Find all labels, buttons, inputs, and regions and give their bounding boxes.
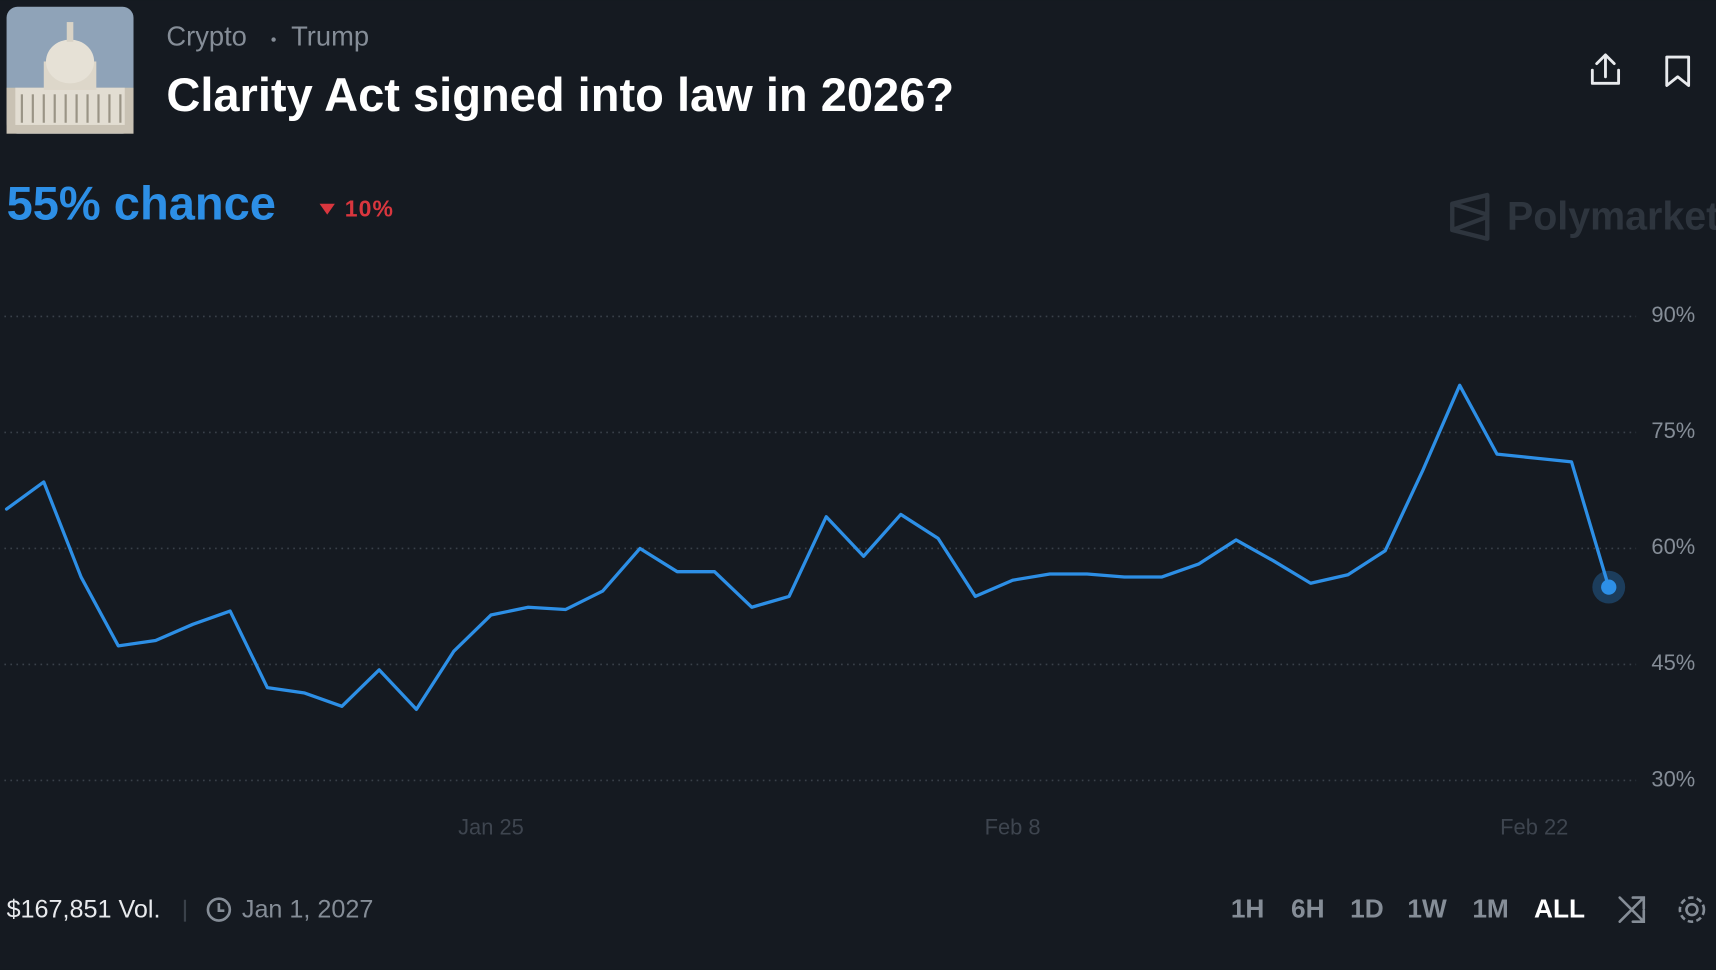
headline: 55% chance <box>7 176 276 229</box>
market-title: Clarity Act signed into law in 2026? <box>166 68 954 121</box>
range-button[interactable]: ALL <box>1534 894 1585 924</box>
price-line <box>4 383 1611 711</box>
x-tick-label: Jan 25 <box>458 814 524 839</box>
x-tick-label: Feb 22 <box>1500 814 1568 839</box>
y-tick-label: 90% <box>1651 302 1695 327</box>
y-tick-label: 60% <box>1651 534 1695 559</box>
change-arrow <box>319 203 335 215</box>
x-tick-label: Feb 8 <box>985 814 1041 839</box>
share-icon[interactable] <box>1590 53 1621 85</box>
end-date: Jan 1, 2027 <box>242 895 373 923</box>
range-button[interactable]: 1D <box>1350 894 1384 924</box>
compare-icon[interactable] <box>1618 896 1646 923</box>
range-button[interactable]: 1M <box>1472 894 1508 924</box>
y-tick-label: 30% <box>1651 766 1695 791</box>
range-button[interactable]: 1H <box>1231 894 1265 924</box>
breadcrumb[interactable]: Crypto <box>166 21 247 52</box>
market-image <box>6 6 134 134</box>
watermark: Polymarket <box>1507 194 1716 238</box>
range-button[interactable]: 6H <box>1291 894 1325 924</box>
y-tick-label: 75% <box>1651 418 1695 443</box>
clock-icon <box>206 897 232 922</box>
y-tick-label: 45% <box>1651 650 1695 675</box>
watermark-icon <box>1450 192 1490 241</box>
change: 10% <box>345 195 394 221</box>
breadcrumb[interactable]: Trump <box>291 21 369 52</box>
range-button[interactable]: 1W <box>1407 894 1447 924</box>
settings-icon[interactable] <box>1678 896 1706 923</box>
separator <box>271 37 276 42</box>
bookmark-icon[interactable] <box>1665 55 1691 87</box>
last-point <box>1601 579 1617 595</box>
volume: $167,851 Vol. <box>7 895 161 923</box>
